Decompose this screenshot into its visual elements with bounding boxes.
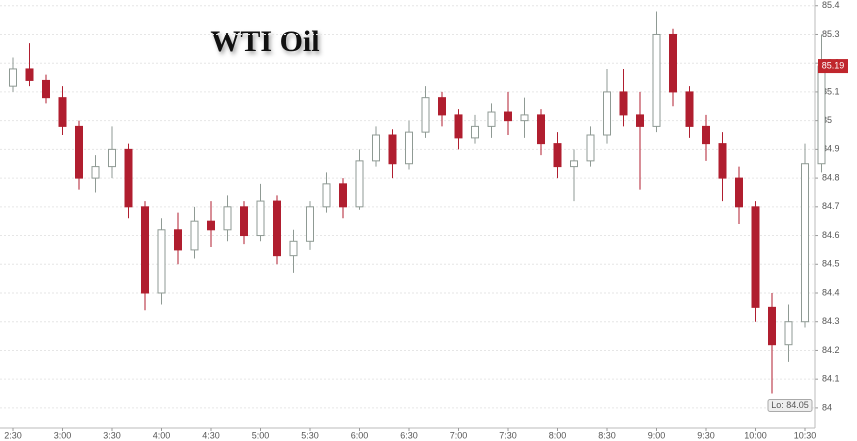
candle-body [141, 206, 149, 294]
x-tick-label: 7:30 [499, 430, 517, 440]
candle-body [372, 134, 380, 162]
candle-body [801, 163, 809, 323]
candle-body [553, 143, 562, 168]
candle-body [124, 148, 133, 208]
x-tick-label: 3:30 [103, 430, 121, 440]
candle-body [652, 33, 661, 127]
candle-body [207, 220, 215, 231]
x-tick-label: 5:30 [301, 430, 319, 440]
candle-body [157, 229, 166, 294]
y-tick-label: 84.8 [822, 172, 840, 182]
candle-body [487, 111, 496, 127]
y-tick-label: 85 [822, 115, 832, 125]
candle-body [520, 114, 529, 122]
y-tick-label: 85.4 [822, 0, 840, 10]
candle-body [9, 68, 17, 87]
candle-body [273, 200, 281, 257]
candle-body [537, 114, 545, 145]
y-tick-label: 84.3 [822, 316, 840, 326]
candle-body [388, 134, 397, 165]
y-tick-label: 84.2 [822, 345, 840, 355]
y-tick-label: 84.6 [822, 230, 840, 240]
candle-body [702, 125, 710, 145]
x-tick-label: 8:00 [549, 430, 567, 440]
y-tick-label: 85.3 [822, 29, 840, 39]
x-tick-label: 5:00 [252, 430, 270, 440]
candle-body [174, 229, 182, 251]
candle-body [669, 33, 677, 93]
candle-body [58, 97, 67, 127]
price-tag-label: 85.19 [822, 60, 845, 70]
candle-body [75, 125, 83, 179]
x-tick-label: 6:00 [351, 430, 369, 440]
candle-body [817, 65, 826, 165]
candle-body [735, 177, 743, 208]
y-tick-label: 84.5 [822, 259, 840, 269]
low-label: Lo: 84.05 [771, 400, 809, 410]
candle-body [768, 306, 776, 346]
x-tick-label: 7:00 [450, 430, 468, 440]
candle-body [240, 206, 248, 237]
x-tick-label: 10:00 [744, 430, 767, 440]
candle-body [504, 111, 512, 122]
candle-body [784, 321, 793, 346]
x-tick-label: 4:00 [153, 430, 171, 440]
x-tick-label: 2:30 [4, 430, 22, 440]
candle-body [570, 160, 578, 168]
candle-body [339, 183, 347, 208]
candle-body [454, 114, 463, 139]
candle-body [289, 240, 298, 257]
candle-body [438, 97, 446, 116]
x-tick-label: 6:30 [400, 430, 418, 440]
candle-body [306, 206, 314, 242]
candle-body [405, 131, 413, 165]
candle-body [603, 91, 611, 136]
candle-body [223, 206, 232, 231]
y-tick-label: 84 [822, 402, 832, 412]
x-tick-label: 4:30 [202, 430, 220, 440]
candle-body [42, 79, 50, 99]
candle-body [421, 97, 430, 133]
y-tick-label: 84.7 [822, 201, 840, 211]
chart-title: WTI Oil [210, 25, 319, 58]
y-tick-label: 84.9 [822, 144, 840, 154]
candle-body [256, 200, 265, 237]
candle-body [91, 166, 100, 179]
x-tick-label: 10:30 [794, 430, 817, 440]
candle-body [322, 183, 331, 208]
y-tick-label: 84.4 [822, 287, 840, 297]
x-tick-label: 9:00 [648, 430, 666, 440]
x-tick-label: 9:30 [697, 430, 715, 440]
low-label-box [767, 399, 813, 413]
x-tick-label: 8:30 [598, 430, 616, 440]
candle-body [471, 125, 479, 139]
candle-body [25, 68, 34, 81]
candle-body [685, 91, 694, 127]
candle-body [355, 160, 364, 208]
candle-body [108, 148, 116, 168]
candle-body [586, 134, 595, 162]
candle-body [718, 143, 727, 179]
price-tag [818, 59, 848, 74]
candle-body [636, 114, 644, 127]
x-tick-label: 3:00 [54, 430, 72, 440]
candle-body [619, 91, 628, 116]
candle-body [190, 220, 199, 251]
candle-body [751, 206, 760, 308]
y-tick-label: 85.1 [822, 86, 840, 96]
y-tick-label: 84.1 [822, 374, 840, 384]
